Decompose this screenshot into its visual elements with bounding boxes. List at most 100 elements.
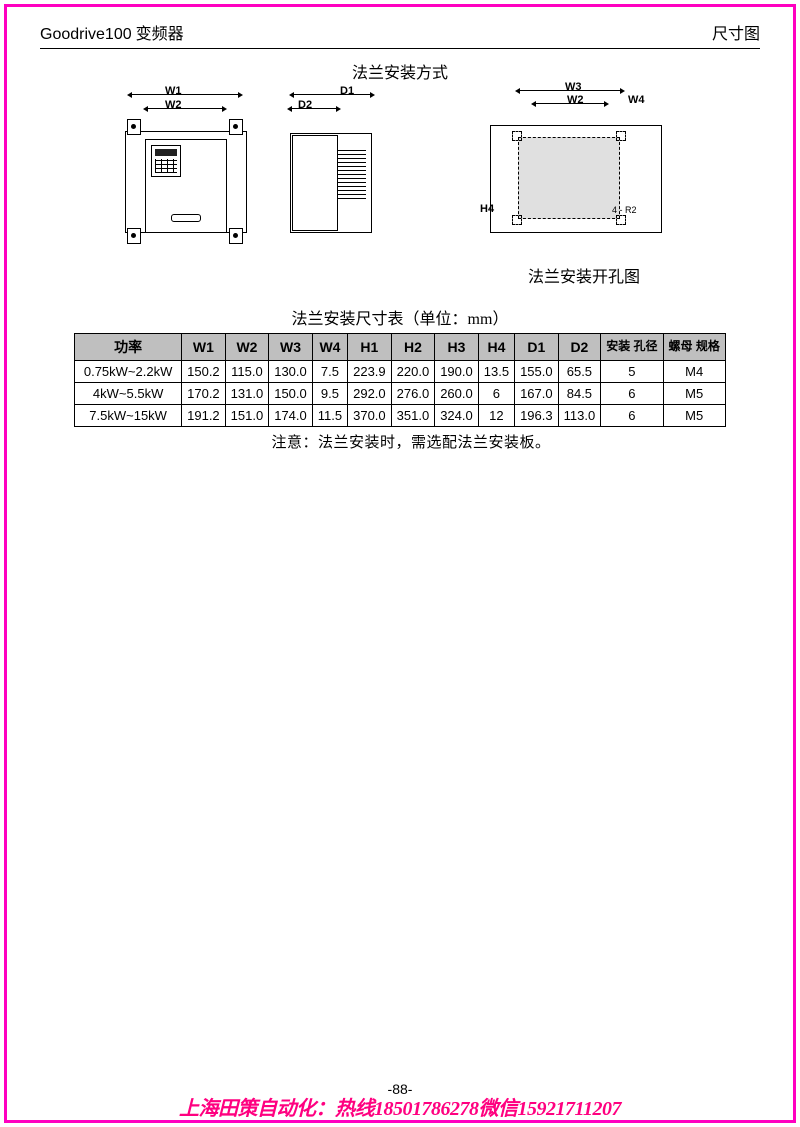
- col-d1: D1: [515, 334, 559, 361]
- front-tab: [229, 119, 243, 135]
- cutout-tab: [616, 131, 626, 141]
- page-header: Goodrive100 变频器 尺寸图: [40, 20, 760, 49]
- cell: 292.0: [348, 383, 392, 405]
- cell: 6: [478, 383, 514, 405]
- cell: 84.5: [558, 383, 601, 405]
- note: 注意：法兰安装时，需选配法兰安装板。: [62, 431, 760, 452]
- captions: 法兰安装开孔图 法兰安装尺寸表（单位：mm）: [40, 263, 760, 329]
- diagram-title: 法兰安装方式: [40, 59, 760, 83]
- cell: M4: [663, 361, 725, 383]
- cutout-hole: [518, 137, 620, 219]
- diagram-section: 法兰安装方式 W1 W2 D1 D2: [40, 59, 760, 452]
- cutout-tab: [512, 131, 522, 141]
- front-panel: [151, 145, 181, 177]
- arrow-d2: [292, 108, 336, 109]
- cell: 5: [601, 361, 663, 383]
- cell: 351.0: [391, 405, 435, 427]
- col-h3: H3: [435, 334, 479, 361]
- front-tab: [127, 228, 141, 244]
- table-body: 0.75kW~2.2kW 150.2 115.0 130.0 7.5 223.9…: [75, 361, 726, 427]
- header-left: Goodrive100 变频器: [40, 20, 184, 44]
- cell: 260.0: [435, 383, 479, 405]
- front-tab: [229, 228, 243, 244]
- col-w4: W4: [312, 334, 347, 361]
- header-right: 尺寸图: [712, 20, 760, 44]
- front-tab: [127, 119, 141, 135]
- cell: 9.5: [312, 383, 347, 405]
- col-hole: 安装 孔径: [601, 334, 663, 361]
- cell: 7.5: [312, 361, 347, 383]
- cutout-tab: [616, 215, 626, 225]
- cell: 151.0: [225, 405, 269, 427]
- table-header-row: 功率 W1 W2 W3 W4 H1 H2 H3 H4 D1 D2 安装 孔径 螺…: [75, 334, 726, 361]
- cell: 370.0: [348, 405, 392, 427]
- table-row: 0.75kW~2.2kW 150.2 115.0 130.0 7.5 223.9…: [75, 361, 726, 383]
- cell: 7.5kW~15kW: [75, 405, 182, 427]
- side-inner: [292, 135, 338, 231]
- front-view: [125, 119, 245, 244]
- diagrams: W1 W2 D1 D2: [40, 89, 760, 259]
- cell: 170.2: [182, 383, 226, 405]
- col-w3: W3: [269, 334, 313, 361]
- cell: 324.0: [435, 405, 479, 427]
- label-w1: W1: [165, 85, 182, 97]
- side-view: [280, 119, 390, 244]
- table-row: 7.5kW~15kW 191.2 151.0 174.0 11.5 370.0 …: [75, 405, 726, 427]
- cell: 220.0: [391, 361, 435, 383]
- arrow-w1: [132, 94, 238, 95]
- cell: 6: [601, 405, 663, 427]
- cell: 150.2: [182, 361, 226, 383]
- arrow-w2: [148, 108, 222, 109]
- footer-ad: 上海田策自动化：热线18501786278微信15921711207: [0, 1092, 800, 1121]
- col-screw: 螺母 规格: [663, 334, 725, 361]
- cell: 130.0: [269, 361, 313, 383]
- arrow-d1: [294, 94, 370, 95]
- cell: 191.2: [182, 405, 226, 427]
- table-row: 4kW~5.5kW 170.2 131.0 150.0 9.5 292.0 27…: [75, 383, 726, 405]
- cell: 131.0: [225, 383, 269, 405]
- cell: 13.5: [478, 361, 514, 383]
- cell: 4kW~5.5kW: [75, 383, 182, 405]
- label-h4: H4: [480, 203, 494, 215]
- label-w2: W2: [165, 99, 182, 111]
- cell: 223.9: [348, 361, 392, 383]
- cell: 65.5: [558, 361, 601, 383]
- col-w1: W1: [182, 334, 226, 361]
- label-w3: W3: [565, 81, 582, 93]
- cell: 11.5: [312, 405, 347, 427]
- cell: 113.0: [558, 405, 601, 427]
- dimension-table: 功率 W1 W2 W3 W4 H1 H2 H3 H4 D1 D2 安装 孔径 螺…: [74, 333, 726, 427]
- cell: M5: [663, 405, 725, 427]
- cell: 155.0: [515, 361, 559, 383]
- cell: 0.75kW~2.2kW: [75, 361, 182, 383]
- cell: M5: [663, 383, 725, 405]
- col-w2: W2: [225, 334, 269, 361]
- cell: 150.0: [269, 383, 313, 405]
- label-r2: 4 - R2: [612, 205, 637, 215]
- page-content: Goodrive100 变频器 尺寸图 法兰安装方式 W1 W2: [40, 20, 760, 1097]
- col-h4: H4: [478, 334, 514, 361]
- label-d1: D1: [340, 85, 354, 97]
- front-foot: [171, 214, 201, 222]
- cutout-tab: [512, 215, 522, 225]
- cutout-caption: 法兰安装开孔图: [40, 263, 760, 287]
- col-h2: H2: [391, 334, 435, 361]
- cell: 6: [601, 383, 663, 405]
- label-d2: D2: [298, 99, 312, 111]
- table-caption: 法兰安装尺寸表（单位：mm）: [40, 305, 760, 329]
- cell: 196.3: [515, 405, 559, 427]
- col-h1: H1: [348, 334, 392, 361]
- side-vents: [338, 149, 366, 199]
- cutout-view: 4 - R2: [480, 99, 680, 249]
- cell: 12: [478, 405, 514, 427]
- cell: 276.0: [391, 383, 435, 405]
- cell: 167.0: [515, 383, 559, 405]
- cell: 190.0: [435, 361, 479, 383]
- cell: 115.0: [225, 361, 269, 383]
- cell: 174.0: [269, 405, 313, 427]
- brand: Goodrive100: [40, 26, 132, 43]
- brand-suffix: 变频器: [132, 26, 184, 43]
- arrow-w3: [520, 90, 620, 91]
- col-d2: D2: [558, 334, 601, 361]
- col-power: 功率: [75, 334, 182, 361]
